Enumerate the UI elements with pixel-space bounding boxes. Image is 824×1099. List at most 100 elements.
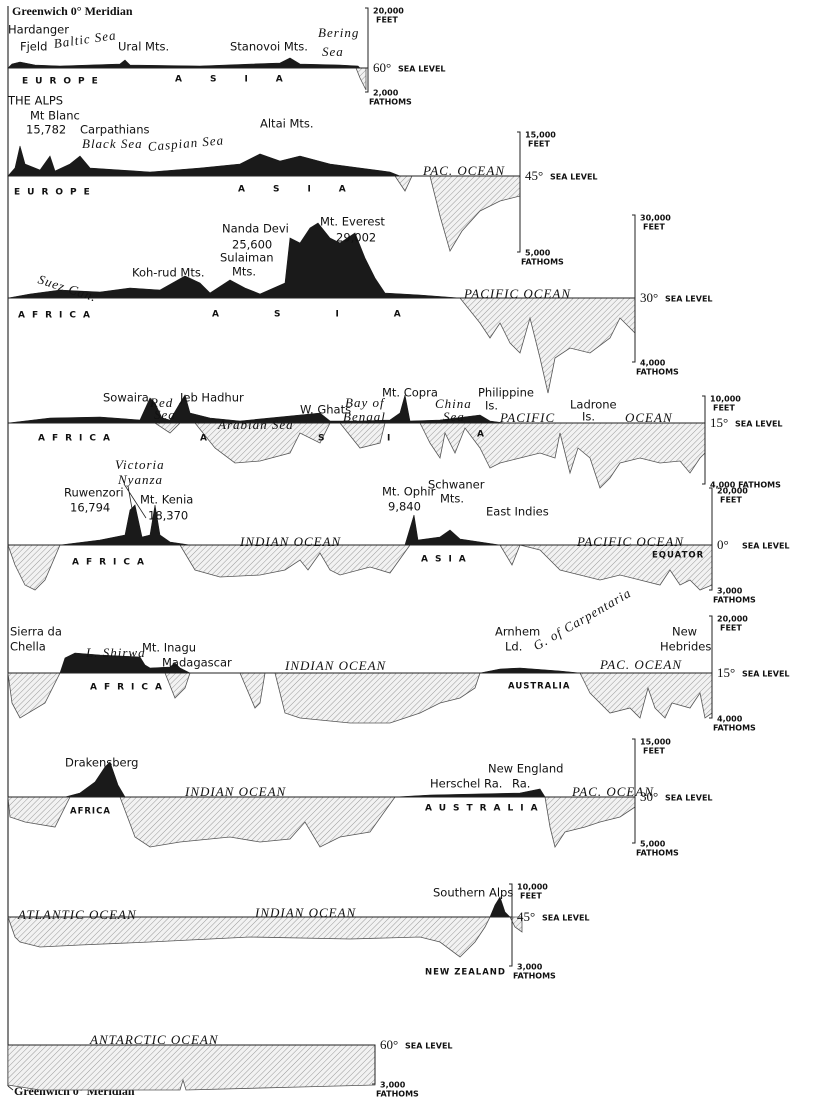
scale-bottom-unit: FATHOMS [636,368,679,377]
place-label: S [318,434,331,444]
place-label: EUROPE [22,77,105,87]
land-relief [8,146,400,176]
ocean-depth [430,176,520,251]
place-label: Bering [318,25,359,40]
sea-level-label: SEA LEVEL [542,914,590,923]
scale-bottom: 5,000 [525,249,551,258]
place-label: Is. [485,399,498,413]
place-label: Chella [10,640,46,654]
sea-level-label: SEA LEVEL [405,1042,453,1051]
place-label: East Indies [486,505,549,519]
place-label: Mt. Everest [320,215,385,229]
sea-level-label: SEA LEVEL [398,65,446,74]
place-label: Ruwenzori [64,486,124,500]
place-label: Mt. Kenia [140,493,193,507]
place-label: ASIA [421,555,473,565]
place-label: Herschel Ra. [430,777,502,791]
latitude: 15° [710,415,728,430]
place-label: ANTARCTIC OCEAN [89,1032,219,1047]
place-label: AFRICA [18,311,97,321]
ocean-depth [8,673,60,718]
place-label: OCEAN [625,410,673,425]
place-label: PACIFIC [499,410,555,425]
scale-bottom: 3,000 [517,963,543,972]
place-label: Mt. Copra [382,386,438,400]
place-label: G. of Carpentaria [530,585,633,653]
scale-bottom: 3,000 [380,1081,406,1090]
scale-bottom-unit: FATHOMS [513,972,556,981]
land-relief [480,668,580,673]
place-label: I [387,434,397,444]
ocean-depth [340,423,385,448]
scale-bottom-unit: FATHOMS [636,849,679,858]
ocean-depth [395,176,412,191]
place-label: A [200,434,214,444]
scale-bottom-unit: FATHOMS [521,258,564,267]
place-label: AFRICA [90,683,169,693]
place-label: Bay of [345,395,386,410]
scale-top-unit: FEET [376,16,398,25]
place-label: Koh-rud Mts. [132,266,205,280]
ocean-depth [460,298,635,393]
place-label: L. Shirwa [85,645,146,660]
place-label: New England [488,762,563,776]
place-label: PAC. OCEAN [422,163,505,178]
place-label: Arabian Sea [217,417,294,432]
place-label: Schwaner [428,478,485,492]
place-label: PAC. OCEAN [599,657,682,672]
place-label: AFRICA [70,807,111,817]
place-label: Nanda Devi [222,222,289,236]
place-label: PAC. OCEAN [571,784,654,799]
scale-bottom: 3,000 [717,587,743,596]
top-meridian: Greenwich 0° Meridian [12,4,133,18]
scale-top: 30,000 [640,214,671,223]
place-label: ASIA [212,310,456,320]
ocean-depth [8,1045,375,1090]
scale-top-unit: FEET [643,223,665,232]
latitude: 15° [717,665,735,680]
scale-bottom-unit: FATHOMS [376,1090,419,1099]
place-label: Nyanza [117,472,163,487]
place-label: Mt Blanc [30,109,80,123]
scale-top: 20,000 [717,487,748,496]
place-label: INDIAN OCEAN [254,905,357,920]
place-label: 16,794 [70,501,110,515]
place-label: Is. [582,410,595,424]
place-label: 29,002 [336,231,376,245]
meridian-arrow [8,1086,13,1090]
place-label: Caspian Sea [147,132,224,154]
place-label: Black Sea [82,136,143,151]
place-label: AUSTRALIA [425,804,545,814]
ocean-depth [356,68,366,90]
scale-bottom: 5,000 [640,840,666,849]
place-label: New [672,625,697,639]
sea-level-label: SEA LEVEL [550,173,598,182]
scale-bottom: 4,000 [640,359,666,368]
place-label: EUROPE [14,188,97,198]
place-label: Mts. [440,492,464,506]
scale-bottom: 2,000 [373,89,399,98]
ocean-depth [155,423,180,433]
place-label: Ld. [505,640,522,654]
place-label: INDIAN OCEAN [239,534,342,549]
place-label: Drakensberg [65,756,138,770]
place-label: EQUATOR [652,551,704,561]
place-label: Sea [154,407,176,422]
scale-top-unit: FEET [528,140,550,149]
scale-top-unit: FEET [520,892,542,901]
scale-top-unit: FEET [643,747,665,756]
scale-top: 10,000 [710,395,741,404]
place-label: Bengal [343,409,386,424]
ocean-depth [180,545,410,577]
sea-level-label: SEA LEVEL [742,670,790,679]
scale-top-unit: FEET [720,624,742,633]
latitude: 45° [525,168,543,183]
place-label: INDIAN OCEAN [284,658,387,673]
sea-level-label: SEA LEVEL [665,295,713,304]
place-label: ATLANTIC OCEAN [17,907,137,922]
place-label: Sulaiman [220,251,274,265]
scale-bar [632,215,635,362]
place-label: Ural Mts. [118,40,169,54]
place-label: AFRICA [38,434,117,444]
place-label: 18,370 [148,509,188,523]
